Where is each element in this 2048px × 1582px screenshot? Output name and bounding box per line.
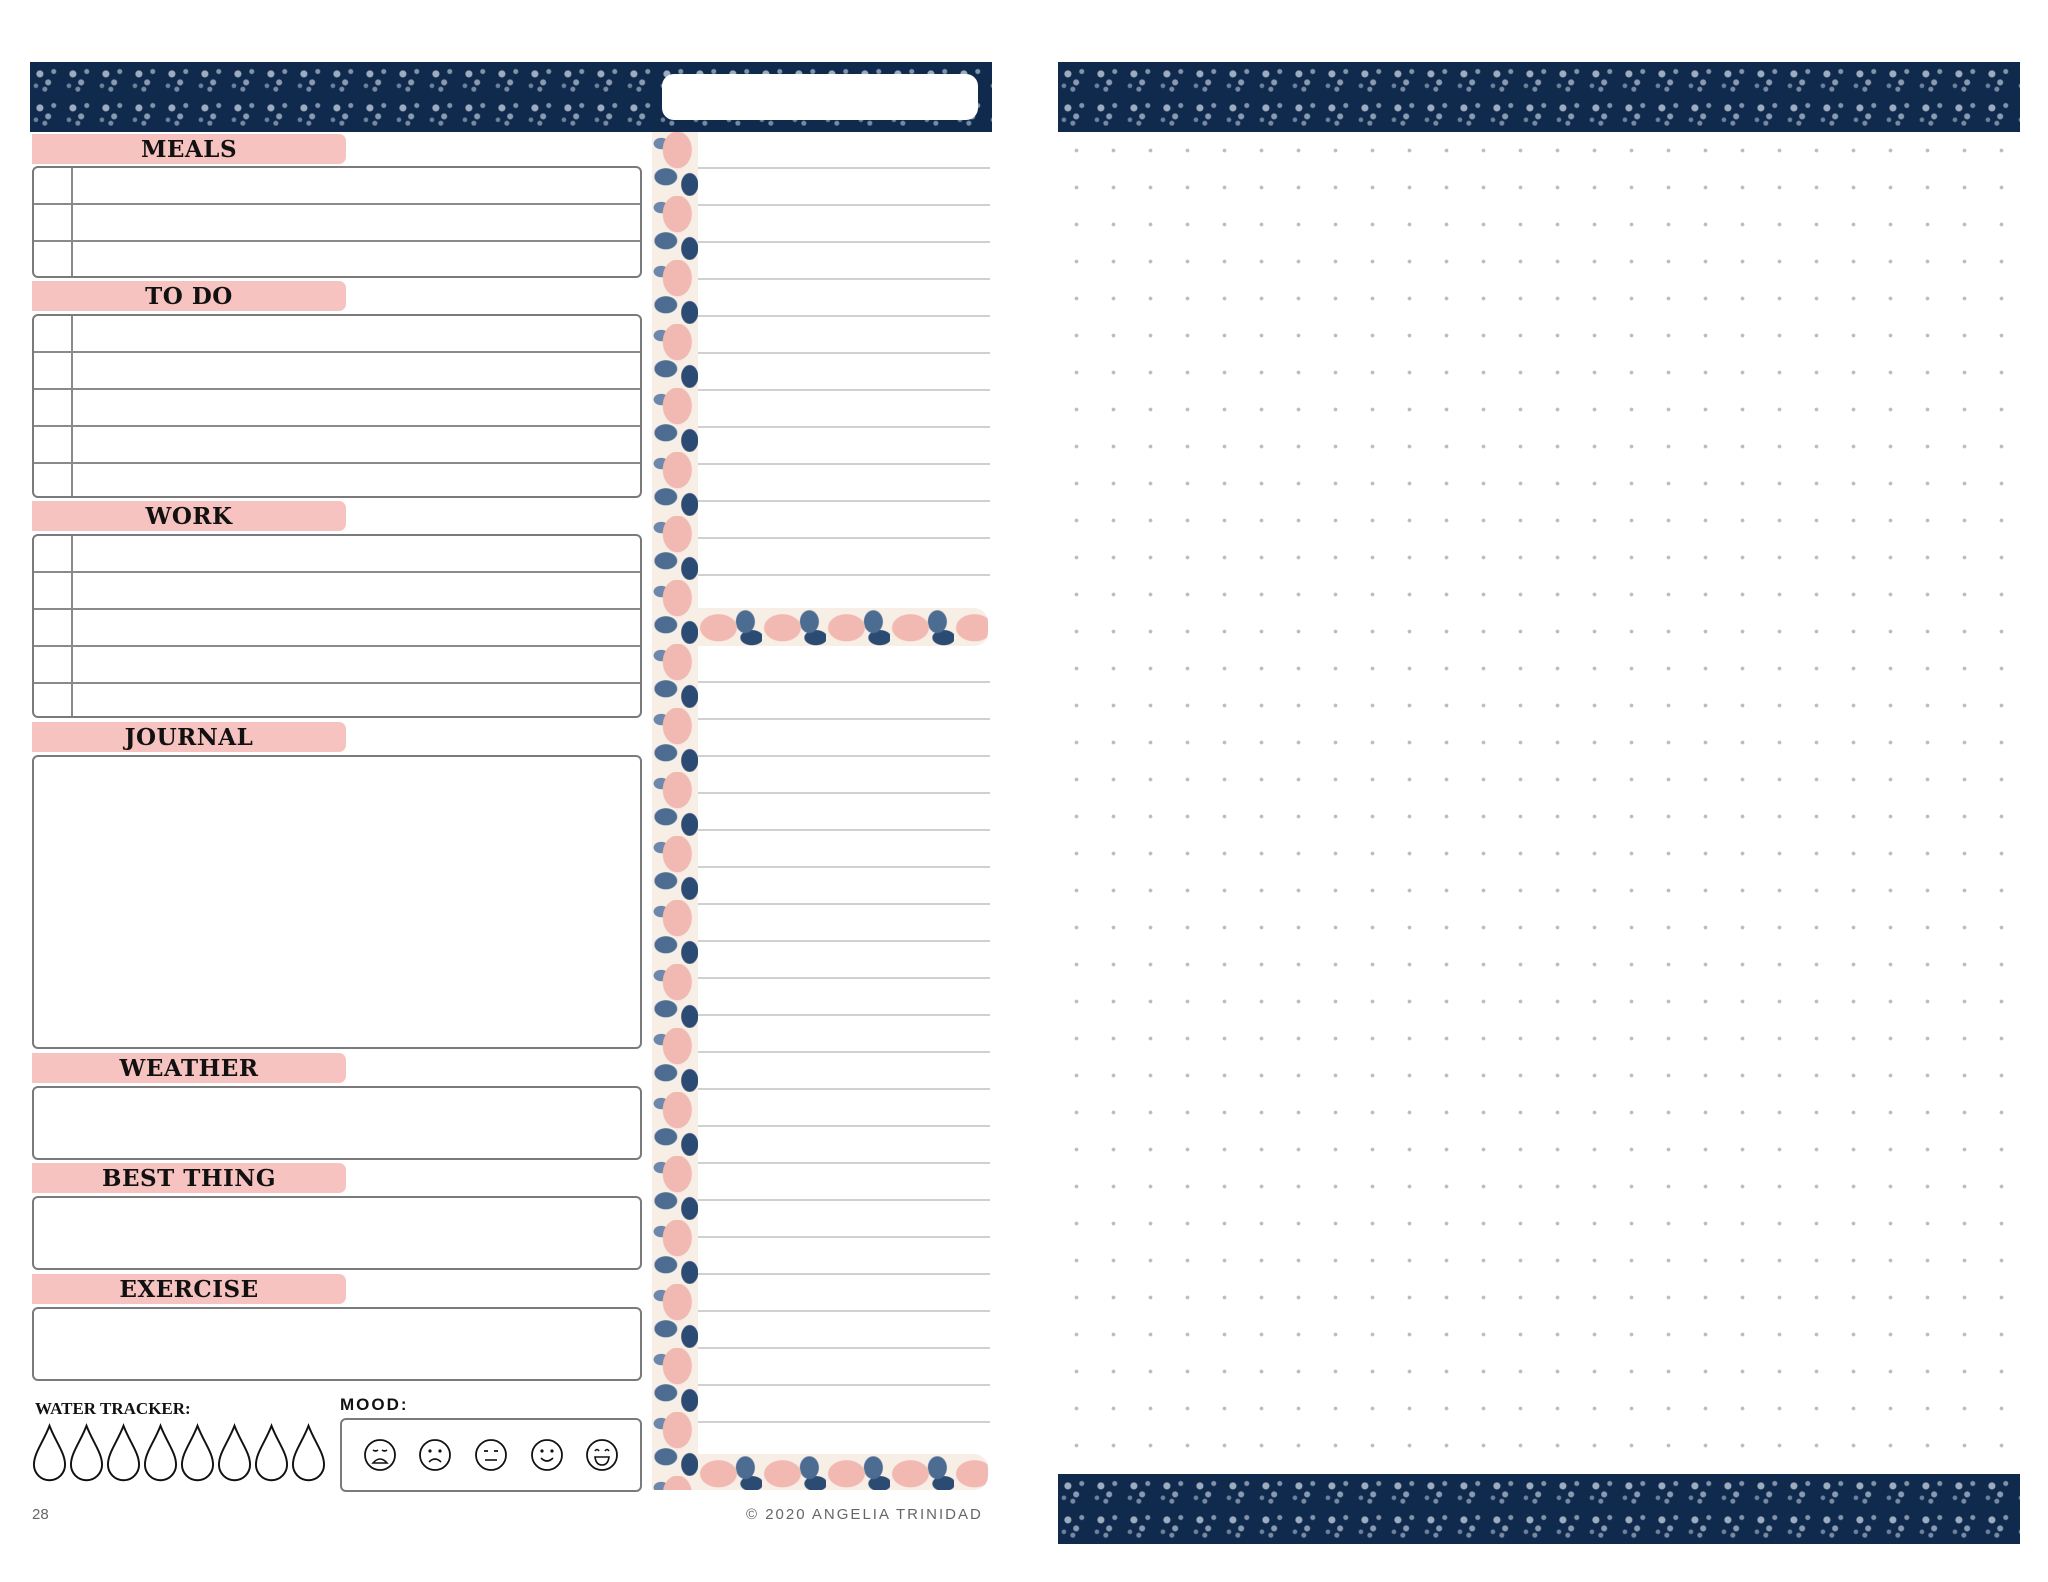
work-label: WORK [32, 501, 346, 531]
best-thing-box[interactable] [32, 1196, 642, 1270]
water-drop-icon[interactable] [291, 1423, 326, 1483]
best-thing-label: BEST THING [32, 1163, 346, 1193]
schedule-lines-bottom[interactable] [698, 646, 990, 1454]
weather-box[interactable] [32, 1086, 642, 1160]
neutral-face-icon[interactable] [474, 1438, 508, 1472]
water-drop-icon[interactable] [143, 1423, 178, 1483]
mood-selector [340, 1418, 642, 1492]
todo-label: TO DO [32, 281, 346, 311]
meals-box[interactable] [32, 166, 642, 278]
schedule-lines-top[interactable] [698, 132, 990, 610]
exercise-box[interactable] [32, 1307, 642, 1381]
journal-box[interactable] [32, 755, 642, 1049]
water-drop-icon[interactable] [69, 1423, 104, 1483]
mood-label: MOOD: [340, 1395, 409, 1414]
water-drop-icon[interactable] [106, 1423, 141, 1483]
footer-floral-band-right [1058, 1474, 2020, 1544]
sad-face-icon[interactable] [418, 1438, 452, 1472]
water-tracker-label: WATER TRACKER: [35, 1399, 191, 1418]
copyright-text: © 2020 ANGELIA TRINIDAD [746, 1506, 983, 1523]
laughing-face-icon[interactable] [585, 1438, 619, 1472]
page-number: 28 [32, 1506, 49, 1523]
water-drop-icon[interactable] [217, 1423, 252, 1483]
floral-separator-band [698, 608, 988, 646]
water-drop-icon[interactable] [254, 1423, 289, 1483]
journal-label: JOURNAL [32, 722, 346, 752]
meals-label: MEALS [32, 134, 346, 164]
crying-face-icon[interactable] [363, 1438, 397, 1472]
floral-bottom-band [698, 1454, 988, 1490]
water-drop-icon[interactable] [180, 1423, 215, 1483]
work-box[interactable] [32, 534, 642, 718]
todo-box[interactable] [32, 314, 642, 498]
water-drop-icon[interactable] [32, 1423, 67, 1483]
header-floral-band-right [1058, 62, 2020, 132]
date-field[interactable] [662, 74, 978, 120]
dot-grid-notes[interactable] [1058, 132, 2020, 1470]
water-drops [32, 1423, 326, 1483]
exercise-label: EXERCISE [32, 1274, 346, 1304]
weather-label: WEATHER [32, 1053, 346, 1083]
smiling-face-icon[interactable] [530, 1438, 564, 1472]
floral-divider-strip [652, 132, 698, 1490]
